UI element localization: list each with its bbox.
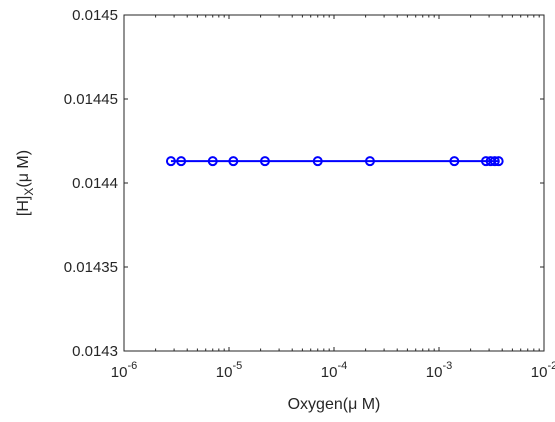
y-axis-label-main: [H] <box>15 196 32 216</box>
y-tick-label: 0.01445 <box>64 91 118 108</box>
data-point-marker <box>176 156 187 167</box>
data-point-marker <box>489 156 500 167</box>
x-tick-exponent: -4 <box>337 360 347 372</box>
y-axis-label-suffix: (μ M) <box>15 150 32 188</box>
data-point-marker <box>312 156 323 167</box>
x-tick-label: 10-5 <box>216 360 242 381</box>
data-series <box>165 156 504 167</box>
data-point-marker <box>493 156 504 167</box>
y-axis-label: [H]X(μ M) <box>15 150 36 216</box>
x-tick-base: 10 <box>216 364 233 381</box>
data-point-marker <box>207 156 218 167</box>
data-point-marker <box>364 156 375 167</box>
data-point-marker <box>165 156 176 167</box>
x-tick-label: 10-3 <box>426 360 452 381</box>
x-tick-label: 10-2 <box>531 360 555 381</box>
y-tick-label: 0.0144 <box>72 175 118 192</box>
data-point-marker <box>228 156 239 167</box>
x-tick-base: 10 <box>111 364 128 381</box>
x-tick-exponent: -3 <box>442 360 452 372</box>
x-tick-base: 10 <box>321 364 338 381</box>
ticks: 10-6 10-5 10-4 10-3 10-20.01430.014350.01440… <box>64 7 555 381</box>
x-tick-base: 10 <box>426 364 443 381</box>
plot-area <box>123 14 545 352</box>
x-tick-exponent: -2 <box>547 360 555 372</box>
y-tick-label: 0.0145 <box>72 7 118 24</box>
x-tick-label: 10-4 <box>321 360 347 381</box>
x-axis-label: Oxygen(μ M) <box>288 396 381 413</box>
y-tick-label: 0.0143 <box>72 343 118 360</box>
x-tick-exponent: -6 <box>127 360 137 372</box>
x-tick-label: 10-6 <box>111 360 137 381</box>
y-axis-label-subscript: X <box>22 188 36 196</box>
x-tick-exponent: -5 <box>232 360 242 372</box>
y-tick-label: 0.01435 <box>64 259 118 276</box>
x-tick-base: 10 <box>531 364 548 381</box>
data-point-marker <box>259 156 270 167</box>
data-point-marker <box>449 156 460 167</box>
